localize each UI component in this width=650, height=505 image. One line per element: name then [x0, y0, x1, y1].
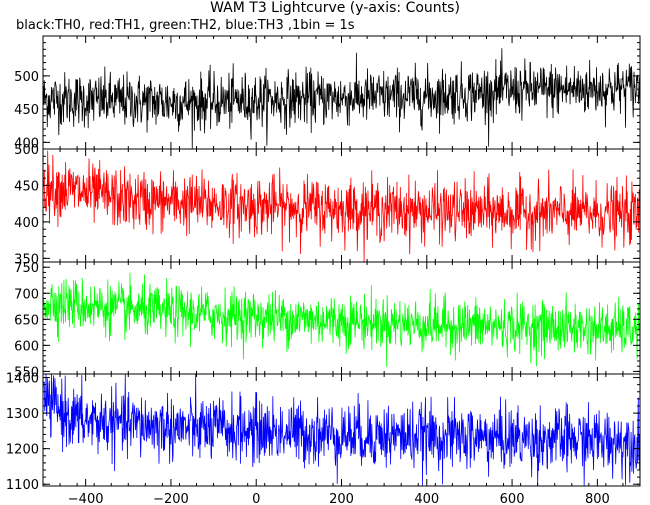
x-axis: −400 −200 0 200 400 600 800 — [68, 492, 610, 505]
y-tick-label: 1400 — [6, 372, 39, 387]
chart-subtitle: black:TH0, red:TH1, green:TH2, blue:TH3 … — [16, 18, 355, 33]
y-tick-label: 600 — [14, 339, 39, 354]
x-tick-label: 200 — [329, 492, 354, 505]
y-tick-label: 700 — [14, 287, 39, 302]
y-tick-label: 350 — [14, 252, 39, 267]
x-tick-label: −200 — [153, 492, 189, 505]
x-tick-label: 400 — [414, 492, 439, 505]
y-tick-label: 450 — [14, 179, 39, 194]
series-line-th3 — [42, 373, 641, 487]
x-tick-label: 0 — [252, 492, 260, 505]
y-tick-label: 1300 — [6, 407, 39, 422]
chart-title: WAM T3 Lightcurve (y-axis: Counts) — [210, 0, 460, 16]
series-line-th1 — [42, 150, 641, 263]
x-tick-label: −400 — [68, 492, 104, 505]
series-line-th0 — [42, 48, 641, 150]
y-tick-label: 500 — [14, 143, 39, 158]
y-tick-label: 400 — [14, 216, 39, 231]
y-tick-label: 1200 — [6, 443, 39, 458]
x-tick-label: 600 — [500, 492, 525, 505]
panels-group: 400 450 500 350 400 450 500 550 600 650 700 750 1100… — [6, 35, 641, 493]
panel-th1: 350 400 450 500 — [14, 143, 641, 267]
series-line-th2 — [42, 272, 641, 367]
y-tick-label: 500 — [14, 70, 39, 85]
y-tick-label: 750 — [14, 261, 39, 276]
panel-th3: 1100 1200 1300 1400 — [6, 372, 641, 493]
x-tick-label: 800 — [585, 492, 610, 505]
y-tick-label: 550 — [14, 365, 39, 380]
panel-th0: 400 450 500 — [14, 35, 641, 151]
panel-th2: 550 600 650 700 750 — [14, 261, 641, 380]
y-tick-label: 450 — [14, 103, 39, 118]
y-tick-label: 650 — [14, 313, 39, 328]
y-tick-label: 1100 — [6, 478, 39, 493]
y-tick-label: 400 — [14, 136, 39, 151]
